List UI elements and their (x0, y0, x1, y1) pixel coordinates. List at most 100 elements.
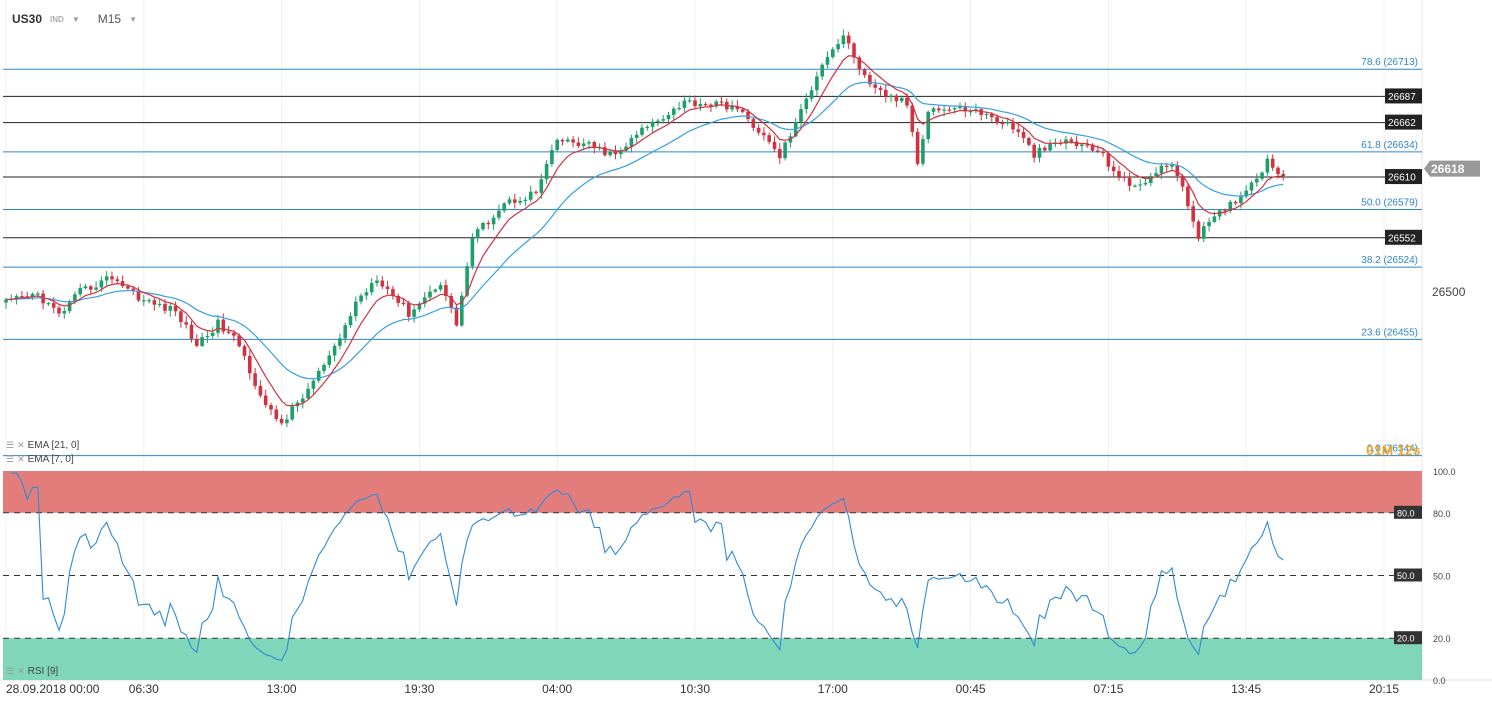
candle-body (1064, 139, 1068, 144)
rsi-tick-label: 20.0 (1433, 634, 1451, 644)
candle-body (889, 95, 893, 97)
candle-body (528, 191, 533, 200)
candle-body (756, 127, 761, 133)
candle-body (1170, 164, 1174, 167)
candle-body (550, 150, 554, 165)
candle-body (677, 107, 681, 110)
candle-body (984, 113, 989, 116)
candle-body (338, 338, 342, 346)
candle-body (1260, 172, 1264, 179)
candle-body (687, 100, 692, 102)
candle-body (1005, 122, 1010, 124)
candle-body (963, 106, 968, 112)
timeframe-dropdown-icon[interactable]: ▼ (129, 14, 137, 24)
candle-body (369, 283, 374, 293)
candle-body (173, 305, 178, 312)
candle-body (168, 305, 173, 311)
candle-body (120, 281, 125, 287)
candle-body (311, 380, 316, 389)
x-tick-label: 06:30 (129, 682, 159, 696)
candle-body (279, 418, 284, 424)
candle-body (555, 139, 559, 151)
close-icon[interactable]: ✕ (17, 666, 25, 676)
rsi-level-box (1394, 568, 1422, 582)
symbol-label[interactable]: US30 (12, 12, 43, 26)
candle-body (438, 285, 443, 290)
rsi-tick-label: 0.0 (1433, 676, 1446, 686)
x-tick-label: 13:00 (267, 682, 297, 696)
list-icon[interactable]: ☰ (6, 666, 15, 676)
candle-body (894, 95, 899, 102)
candle-body (571, 139, 575, 143)
candle-body (332, 345, 337, 356)
candle-body (740, 109, 745, 112)
symbol-dropdown-icon[interactable]: ▼ (71, 14, 80, 24)
list-icon[interactable]: ☰ (6, 440, 15, 450)
candle-body (656, 120, 660, 122)
candle-body (364, 292, 369, 296)
rsi-tick-label: 100.0 (1433, 467, 1456, 477)
candle-body (825, 57, 830, 65)
candle-body (1270, 158, 1275, 168)
candle-body (475, 229, 480, 239)
candle-body (263, 395, 268, 406)
candle-body (354, 301, 358, 317)
indicator-ema-long[interactable]: ☰ ✕ EMA [21, 0] (6, 440, 79, 451)
price-level-label: 26662 (1388, 118, 1416, 129)
candle-body (831, 49, 835, 58)
candle-body (703, 104, 708, 106)
candle-body (1043, 147, 1047, 151)
candle-body (391, 289, 395, 296)
candle-body (274, 409, 279, 419)
candle-body (730, 106, 734, 110)
candle-body (592, 142, 597, 148)
candle-body (417, 303, 422, 310)
candle-body (83, 286, 88, 289)
candle-body (1138, 184, 1142, 186)
price-level-label: 26610 (1388, 173, 1416, 184)
candle-body (576, 142, 581, 146)
candle-body (735, 106, 740, 110)
candle-body (195, 338, 199, 346)
candle-body (714, 101, 718, 107)
fib-label: 23.6 (26455) (1361, 327, 1418, 338)
candle-body (931, 108, 936, 112)
indicator-label: EMA [21, 0] (27, 440, 80, 451)
list-icon[interactable]: ☰ (6, 454, 15, 464)
fib-label: 50.0 (26579) (1361, 198, 1418, 209)
candle-body (1096, 150, 1100, 152)
close-icon[interactable]: ✕ (17, 454, 25, 464)
candle-body (1133, 185, 1137, 187)
candle-body (650, 121, 655, 127)
rsi-level-box (1394, 505, 1422, 519)
candle-body (952, 108, 957, 110)
candle-body (1011, 122, 1015, 130)
candle-body (1202, 226, 1206, 239)
price-level-label: 26687 (1388, 92, 1416, 103)
candles (4, 29, 1286, 428)
price-level-box (1385, 229, 1422, 245)
candle-body (30, 293, 35, 297)
candle-body (1143, 182, 1148, 185)
indicator-rsi[interactable]: ☰ ✕ RSI [9] (6, 666, 58, 677)
indicator-ema-short[interactable]: ☰ ✕ EMA [7, 0] (6, 454, 74, 465)
candle-body (1016, 129, 1021, 132)
candle-body (375, 280, 379, 284)
candle-body (1244, 190, 1248, 197)
ema-21-line (5, 81, 1284, 380)
rsi-tick-label: 50.0 (1433, 572, 1451, 582)
candle-body (200, 337, 204, 346)
close-icon[interactable]: ✕ (17, 440, 25, 450)
timeframe-label[interactable]: M15 (97, 12, 122, 26)
candle-body (1027, 137, 1031, 145)
candle-body (566, 139, 570, 142)
candle-body (762, 132, 766, 136)
candle-body (327, 355, 332, 365)
candle-body (1159, 165, 1164, 174)
candle-body (316, 370, 321, 381)
candle-body (587, 142, 591, 144)
rsi-level-box-label: 50.0 (1397, 571, 1415, 581)
candle-body (205, 335, 210, 338)
fib-label: 78.6 (26713) (1361, 57, 1418, 68)
